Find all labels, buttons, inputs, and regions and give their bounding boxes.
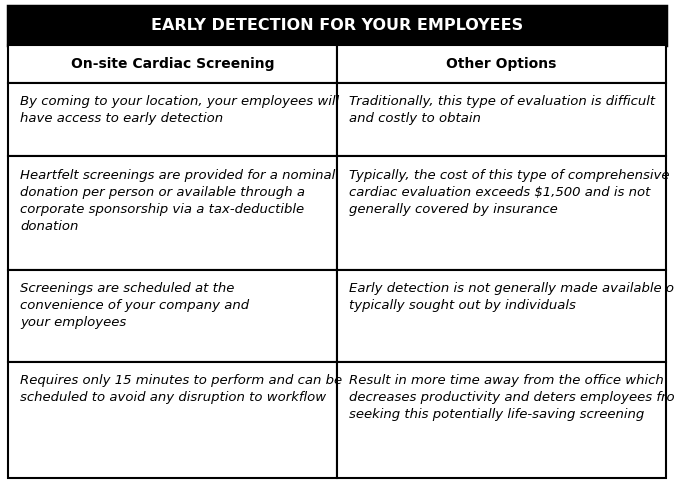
Bar xyxy=(8,45,337,83)
Text: Screenings are scheduled at the
convenience of your company and
your employees: Screenings are scheduled at the convenie… xyxy=(20,282,249,329)
Bar xyxy=(337,362,666,478)
Text: On-site Cardiac Screening: On-site Cardiac Screening xyxy=(71,57,274,71)
Bar xyxy=(8,83,337,156)
Text: Traditionally, this type of evaluation is difficult
and costly to obtain: Traditionally, this type of evaluation i… xyxy=(349,95,655,125)
Bar xyxy=(8,270,337,362)
Text: EARLY DETECTION FOR YOUR EMPLOYEES: EARLY DETECTION FOR YOUR EMPLOYEES xyxy=(151,18,523,33)
Bar xyxy=(8,6,666,45)
Text: Heartfelt screenings are provided for a nominal
donation per person or available: Heartfelt screenings are provided for a … xyxy=(20,168,336,233)
Bar xyxy=(337,45,666,83)
Text: By coming to your location, your employees will
have access to early detection: By coming to your location, your employe… xyxy=(20,95,339,125)
Bar xyxy=(337,270,666,362)
Bar xyxy=(337,83,666,156)
Text: Requires only 15 minutes to perform and can be
scheduled to avoid any disruption: Requires only 15 minutes to perform and … xyxy=(20,374,342,404)
Bar xyxy=(8,156,337,270)
Text: Result in more time away from the office which
decreases productivity and deters: Result in more time away from the office… xyxy=(349,374,674,421)
Bar xyxy=(8,362,337,478)
Bar xyxy=(337,156,666,270)
Text: Typically, the cost of this type of comprehensive
cardiac evaluation exceeds $1,: Typically, the cost of this type of comp… xyxy=(349,168,670,215)
Text: Other Options: Other Options xyxy=(446,57,557,71)
Text: Early detection is not generally made available or
typically sought out by indiv: Early detection is not generally made av… xyxy=(349,282,674,312)
